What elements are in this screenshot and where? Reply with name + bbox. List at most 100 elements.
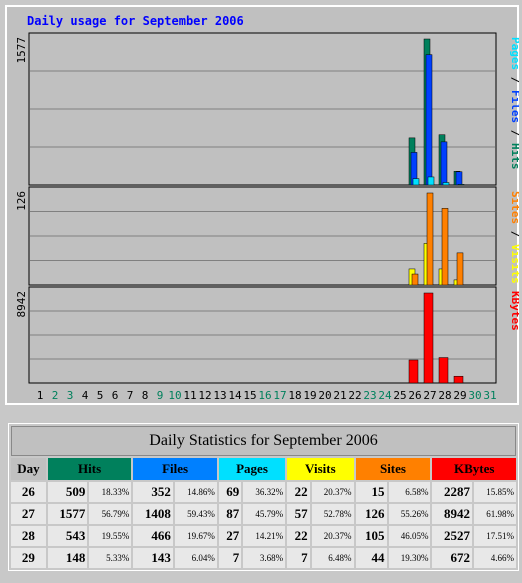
cell-visits-pct: 20.37% [311, 482, 354, 502]
cell-sites: 15 [355, 482, 387, 502]
bar-kbytes-26 [408, 359, 419, 384]
side-legend-item: Visits [509, 244, 519, 284]
cell-kbytes: 672 [432, 548, 473, 568]
table-row: 28 543 19.55% 466 19.67% 27 14.21% 22 20.37% 105 4… [11, 526, 516, 546]
cell-visits: 22 [287, 526, 310, 546]
cell-files-pct: 19.67% [174, 526, 217, 546]
side-legend-item: Sites [509, 191, 519, 224]
bar-pages-29 [457, 184, 465, 186]
x-tick-label-31: 31 [483, 389, 496, 402]
cell-kbytes: 8942 [432, 504, 473, 524]
cell-sites: 44 [355, 548, 387, 568]
bar-kbytes-29 [453, 375, 464, 384]
cell-kbytes-pct: 4.66% [474, 548, 516, 568]
x-tick-label-22: 22 [348, 389, 361, 402]
side-legend-pfh: Pages / Files / Hits [509, 37, 519, 170]
table-row: 26 509 18.33% 352 14.86% 69 36.32% 22 20.37% 15 6.… [11, 482, 516, 502]
cell-files: 1408 [133, 504, 173, 524]
x-tick-label-24: 24 [378, 389, 392, 402]
cell-day: 28 [11, 526, 46, 546]
table-row: 29 148 5.33% 143 6.04% 7 3.68% 7 6.48% 44 19.30% 67… [11, 548, 516, 568]
cell-kbytes: 2287 [432, 482, 473, 502]
table-header-row: Day Hits Files Pages Visits Sites KBytes [11, 458, 516, 480]
header-files: Files [133, 458, 217, 480]
bar-sites-29 [456, 252, 464, 286]
cell-visits: 57 [287, 504, 310, 524]
cell-sites-pct: 19.30% [388, 548, 431, 568]
cell-files: 466 [133, 526, 173, 546]
daily-statistics-table: Daily Statistics for September 2006 Day H… [8, 423, 519, 571]
bar-files-28 [440, 141, 448, 186]
side-legend-kb: KBytes [509, 291, 519, 331]
x-tick-label-23: 23 [363, 389, 376, 402]
cell-pages-pct: 3.68% [243, 548, 286, 568]
bar-sites-26 [411, 273, 419, 286]
x-tick-label-5: 5 [97, 389, 104, 402]
cell-kbytes-pct: 61.98% [474, 504, 516, 524]
x-tick-label-1: 1 [37, 389, 44, 402]
cell-hits-pct: 56.79% [89, 504, 132, 524]
chart-border [5, 5, 519, 405]
cell-hits-pct: 19.55% [89, 526, 132, 546]
x-tick-label-27: 27 [423, 389, 436, 402]
header-hits: Hits [47, 458, 132, 480]
cell-files-pct: 59.43% [174, 504, 217, 524]
cell-pages-pct: 14.21% [243, 526, 286, 546]
cell-kbytes-pct: 15.85% [474, 482, 516, 502]
cell-hits: 1577 [47, 504, 88, 524]
cell-kbytes: 2527 [432, 526, 473, 546]
cell-day: 27 [11, 504, 46, 524]
cell-visits: 7 [287, 548, 310, 568]
bar-files-29 [455, 171, 463, 186]
cell-hits-pct: 18.33% [89, 482, 132, 502]
cell-visits: 22 [287, 482, 310, 502]
x-tick-label-29: 29 [453, 389, 466, 402]
bar-pages-28 [442, 182, 450, 186]
header-day: Day [11, 458, 46, 480]
x-tick-label-8: 8 [142, 389, 149, 402]
cell-visits-pct: 20.37% [311, 526, 354, 546]
cell-pages: 7 [218, 548, 242, 568]
x-tick-label-15: 15 [243, 389, 256, 402]
daily-usage-chart-svg: Daily usage for September 2006 1577 Pages… [5, 5, 522, 405]
x-tick-label-26: 26 [408, 389, 421, 402]
x-tick-label-17: 17 [273, 389, 286, 402]
cell-sites: 126 [355, 504, 387, 524]
side-legend-item: Pages [509, 37, 519, 70]
bar-sites-27 [426, 192, 434, 286]
cell-sites-pct: 46.05% [388, 526, 431, 546]
cell-files-pct: 14.86% [174, 482, 217, 502]
cell-hits: 148 [47, 548, 88, 568]
header-pages: Pages [218, 458, 286, 480]
x-tick-label-4: 4 [82, 389, 89, 402]
chart-title: Daily usage for September 2006 [27, 14, 244, 28]
cell-pages-pct: 36.32% [243, 482, 286, 502]
cell-sites-pct: 6.58% [388, 482, 431, 502]
max-label-sv: 126 [15, 191, 28, 211]
header-kbytes: KBytes [432, 458, 516, 480]
cell-files: 352 [133, 482, 173, 502]
bar-kbytes-28 [438, 357, 449, 384]
side-legend-item: Files [509, 90, 519, 123]
x-tick-label-11: 11 [183, 389, 196, 402]
x-tick-label-6: 6 [112, 389, 119, 402]
x-tick-label-28: 28 [438, 389, 451, 402]
max-label-pfh: 1577 [15, 37, 28, 64]
cell-day: 29 [11, 548, 46, 568]
x-tick-label-19: 19 [303, 389, 316, 402]
cell-hits: 543 [47, 526, 88, 546]
side-legend-item: Hits [509, 143, 519, 170]
cell-sites: 105 [355, 526, 387, 546]
x-tick-label-25: 25 [393, 389, 406, 402]
cell-pages: 27 [218, 526, 242, 546]
x-tick-label-16: 16 [258, 389, 271, 402]
header-sites: Sites [355, 458, 431, 480]
x-tick-label-30: 30 [468, 389, 481, 402]
cell-files-pct: 6.04% [174, 548, 217, 568]
cell-day: 26 [11, 482, 46, 502]
bar-sites-28 [441, 208, 449, 286]
cell-visits-pct: 52.78% [311, 504, 354, 524]
x-tick-label-12: 12 [198, 389, 211, 402]
bar-kbytes-27 [423, 292, 434, 384]
bar-pages-27 [427, 176, 435, 186]
